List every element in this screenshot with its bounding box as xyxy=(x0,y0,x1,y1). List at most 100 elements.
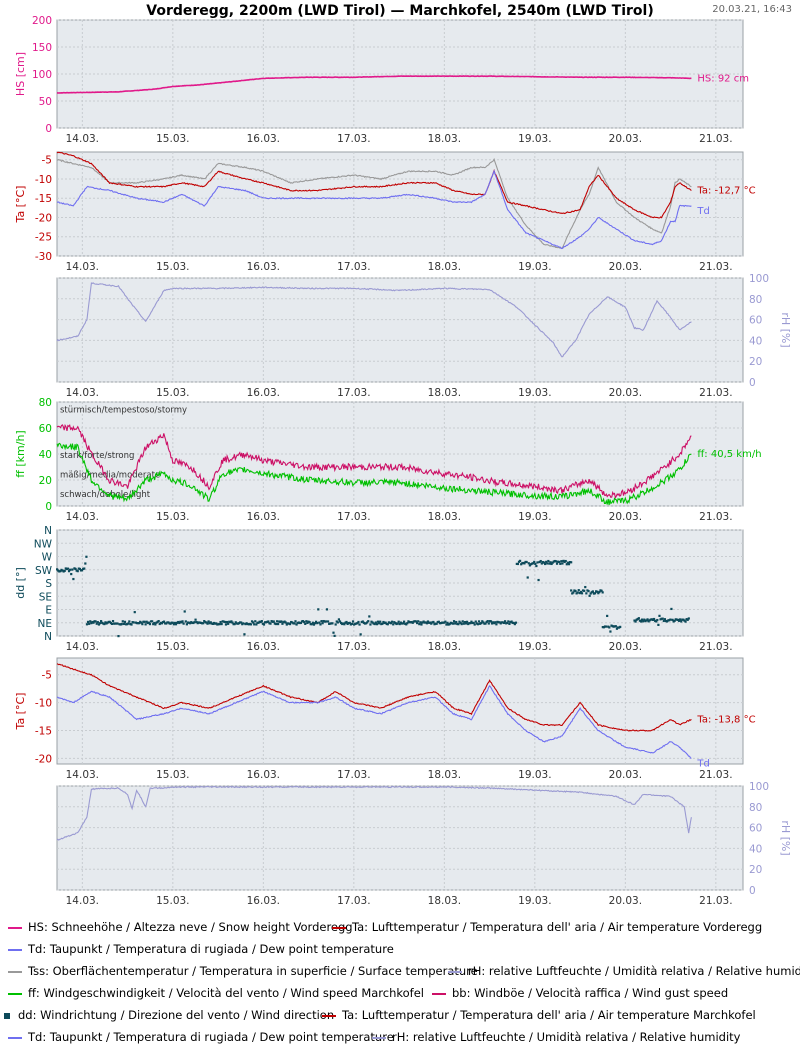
wind-direction-point xyxy=(132,621,135,624)
wind-direction-point xyxy=(178,621,181,625)
wind-direction-point xyxy=(474,620,477,623)
wind-direction-point xyxy=(207,620,210,623)
y-tick-label: N xyxy=(44,525,52,537)
wind-direction-point xyxy=(70,572,73,576)
legend-label: bb: Windböe / Velocità raffica / Wind gu… xyxy=(452,986,729,1000)
end-label-hs: HS: 92 cm xyxy=(697,73,749,84)
wind-direction-point xyxy=(646,618,649,621)
wind-direction-point xyxy=(397,620,400,623)
wind-direction-point xyxy=(373,622,376,626)
y-tick-label: 150 xyxy=(32,42,52,54)
wind-direction-point xyxy=(144,623,147,626)
wind-direction-point xyxy=(670,607,673,611)
wind-direction-point xyxy=(663,618,667,621)
wind-direction-point xyxy=(299,621,303,625)
wind-direction-point xyxy=(639,620,643,623)
wind-direction-point xyxy=(465,620,469,623)
wind-direction-point xyxy=(242,622,245,625)
wind-direction-point xyxy=(430,622,433,625)
wind-direction-point xyxy=(452,620,456,623)
wind-direction-point xyxy=(348,621,351,624)
series-line-ta xyxy=(56,663,692,732)
wind-direction-point xyxy=(253,623,256,626)
wind-direction-point xyxy=(367,620,370,623)
wind-direction-point xyxy=(473,623,476,626)
wind-direction-point xyxy=(445,623,448,626)
wind-direction-point xyxy=(240,621,243,624)
wind-direction-point xyxy=(356,622,359,625)
legend-swatch-bb xyxy=(432,992,446,995)
wind-direction-point xyxy=(288,622,292,626)
legend-swatch-td xyxy=(8,1036,22,1039)
wind-direction-point xyxy=(669,618,672,621)
x-tick-label: 16.03. xyxy=(247,387,280,399)
legend-entry-bb: bb: Windböe / Velocità raffica / Wind gu… xyxy=(432,986,728,1000)
wind-direction-point xyxy=(272,620,275,623)
legend-entry-rh-marchkofel: rH: relative Luftfeuchte / Umidità relat… xyxy=(372,1030,740,1044)
wind-direction-point xyxy=(545,560,548,563)
wind-direction-point xyxy=(596,590,599,593)
x-tick-label: 19.03. xyxy=(518,133,551,145)
wind-direction-point xyxy=(527,562,530,565)
wind-direction-point xyxy=(526,576,529,579)
wind-direction-point xyxy=(677,619,681,622)
wind-direction-point xyxy=(601,591,604,594)
wind-direction-point xyxy=(308,621,311,624)
wind-direction-point xyxy=(358,623,361,626)
wind-direction-point xyxy=(320,620,323,623)
wind-direction-point xyxy=(78,567,82,571)
wind-direction-point xyxy=(220,622,223,626)
legend-label: rH: relative Luftfeuchte / Umidità relat… xyxy=(392,1030,741,1044)
wind-direction-point xyxy=(484,622,487,625)
legend-label: rH: relative Luftfeuchte / Umidità relat… xyxy=(468,964,800,978)
x-tick-label: 17.03. xyxy=(337,895,370,907)
wind-direction-point xyxy=(185,623,188,626)
wind-direction-point xyxy=(542,561,546,564)
x-tick-label: 16.03. xyxy=(247,261,280,273)
wind-direction-point xyxy=(389,622,393,625)
wind-direction-point xyxy=(317,608,320,611)
wind-direction-point xyxy=(361,620,364,623)
wind-direction-point xyxy=(679,618,682,621)
wind-direction-point xyxy=(560,560,563,563)
wind-direction-point xyxy=(606,614,609,618)
wind-direction-point xyxy=(536,561,539,564)
wind-direction-point xyxy=(333,634,336,637)
wind-direction-point xyxy=(103,622,106,626)
wind-direction-point xyxy=(559,562,562,565)
chart-title: Vorderegg, 2200m (LWD Tirol) — Marchkofe… xyxy=(146,3,654,19)
wind-direction-point xyxy=(426,620,430,623)
wind-direction-point xyxy=(375,623,379,626)
wind-direction-point xyxy=(402,620,406,623)
x-tick-label: 18.03. xyxy=(428,387,461,399)
legend-label: Td: Taupunkt / Temperatura di rugiada / … xyxy=(28,1030,394,1044)
x-tick-label: 20.03. xyxy=(609,261,642,273)
wind-direction-point xyxy=(513,623,516,626)
x-tick-label: 16.03. xyxy=(247,133,280,145)
wind-direction-point xyxy=(507,620,510,623)
wind-direction-point xyxy=(137,622,141,625)
wind-direction-point xyxy=(316,622,319,625)
y-tick-label: E xyxy=(45,605,52,617)
wind-direction-point xyxy=(319,623,322,626)
x-tick-label: 21.03. xyxy=(699,769,732,781)
legend-entry-tss: Tss: Oberflächentemperatur / Temperatura… xyxy=(8,964,478,978)
wind-direction-point xyxy=(608,626,611,629)
wind-direction-point xyxy=(462,622,465,625)
wind-direction-point xyxy=(350,622,354,625)
wind-direction-point xyxy=(56,568,59,571)
wind-direction-point xyxy=(76,570,79,573)
wind-direction-point xyxy=(578,591,581,595)
wind-direction-point xyxy=(111,619,115,623)
wind-direction-point xyxy=(523,562,526,565)
x-tick-label: 17.03. xyxy=(337,511,370,523)
wind-direction-point xyxy=(476,623,480,626)
legend-label: Ta: Lufttemperatur / Temperatura dell' a… xyxy=(342,1008,756,1022)
legend-label: dd: Windrichtung / Direzione del vento /… xyxy=(18,1008,335,1022)
wind-direction-point xyxy=(321,622,324,625)
wind-direction-point xyxy=(379,620,382,623)
legend-swatch-tss xyxy=(8,970,22,973)
x-tick-label: 18.03. xyxy=(428,895,461,907)
x-tick-label: 15.03. xyxy=(156,133,189,145)
wind-direction-point xyxy=(381,622,384,625)
